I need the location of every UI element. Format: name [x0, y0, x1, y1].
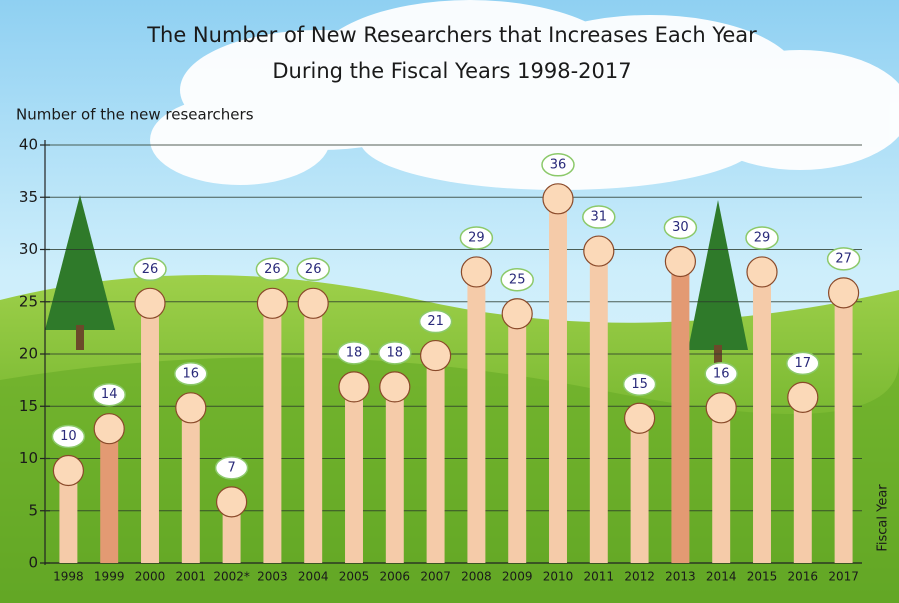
face [298, 288, 328, 318]
value-label: 31 [591, 210, 608, 225]
bar [467, 260, 485, 563]
y-tick-label: 30 [19, 240, 38, 258]
value-label: 27 [835, 251, 852, 266]
x-tick-label: 2006 [380, 570, 411, 584]
x-tick-label: 2011 [584, 570, 615, 584]
y-tick-label: 25 [19, 292, 38, 310]
bar [345, 375, 363, 563]
x-tick-label: 2016 [788, 570, 819, 584]
bar [835, 281, 853, 563]
y-tick-label: 15 [19, 397, 38, 415]
y-tick-label: 0 [28, 554, 38, 572]
face [625, 403, 655, 433]
value-label: 25 [509, 272, 526, 287]
y-tick-label: 40 [19, 136, 38, 154]
face [94, 414, 124, 444]
bar [590, 239, 608, 563]
x-tick-label: 2002* [213, 570, 250, 584]
face [339, 372, 369, 402]
value-label: 17 [795, 356, 812, 371]
bar [549, 187, 567, 563]
face [421, 341, 451, 371]
x-tick-label: 1999 [94, 570, 125, 584]
value-label: 21 [427, 314, 444, 329]
value-label: 14 [101, 387, 118, 402]
x-tick-label: 2015 [747, 570, 778, 584]
chart: The Number of New Researchers that Incre… [0, 0, 899, 603]
y-tick-label: 35 [19, 188, 38, 206]
face [665, 247, 695, 277]
x-tick-label: 2001 [176, 570, 207, 584]
x-tick-label: 2008 [461, 570, 492, 584]
value-label: 16 [713, 366, 730, 381]
x-tick-label: 2005 [339, 570, 370, 584]
chart-title: During the Fiscal Years 1998-2017 [272, 59, 631, 83]
bar [263, 291, 281, 563]
face [257, 288, 287, 318]
value-label: 15 [631, 377, 648, 392]
y-axis-label: Number of the new researchers [16, 106, 254, 124]
face [176, 393, 206, 423]
value-label: 18 [387, 345, 404, 360]
x-tick-label: 2017 [828, 570, 859, 584]
face [135, 288, 165, 318]
value-label: 7 [227, 460, 235, 475]
value-label: 29 [468, 230, 485, 245]
x-tick-label: 2000 [135, 570, 166, 584]
value-label: 26 [142, 262, 159, 277]
x-tick-label: 2003 [257, 570, 288, 584]
face [461, 257, 491, 287]
face [747, 257, 777, 287]
face [829, 278, 859, 308]
face [584, 236, 614, 266]
bar [753, 260, 771, 563]
value-label: 36 [550, 157, 567, 172]
face [380, 372, 410, 402]
bar [141, 291, 159, 563]
face [543, 184, 573, 214]
bar [671, 250, 689, 564]
x-tick-label: 2007 [420, 570, 451, 584]
value-label: 29 [754, 230, 771, 245]
bar [304, 291, 322, 563]
x-tick-label: 2012 [624, 570, 655, 584]
x-tick-label: 2014 [706, 570, 737, 584]
x-axis-label: Fiscal Year [876, 484, 891, 552]
x-tick-label: 2010 [543, 570, 574, 584]
value-label: 16 [183, 366, 200, 381]
face [53, 456, 83, 486]
x-tick-label: 1998 [53, 570, 84, 584]
value-label: 30 [672, 220, 689, 235]
value-label: 18 [346, 345, 363, 360]
face [502, 299, 532, 329]
x-tick-label: 2004 [298, 570, 329, 584]
x-tick-label: 2009 [502, 570, 533, 584]
value-label: 10 [60, 429, 77, 444]
face [217, 487, 247, 517]
value-label: 26 [264, 262, 281, 277]
chart-title: The Number of New Researchers that Incre… [146, 23, 757, 47]
y-tick-label: 10 [19, 449, 38, 467]
y-tick-label: 5 [28, 501, 38, 519]
face [788, 382, 818, 412]
y-tick-label: 20 [19, 345, 38, 363]
value-label: 26 [305, 262, 322, 277]
face [706, 393, 736, 423]
x-tick-label: 2013 [665, 570, 696, 584]
bar [386, 375, 404, 563]
bar [427, 344, 445, 563]
bar [508, 302, 526, 563]
